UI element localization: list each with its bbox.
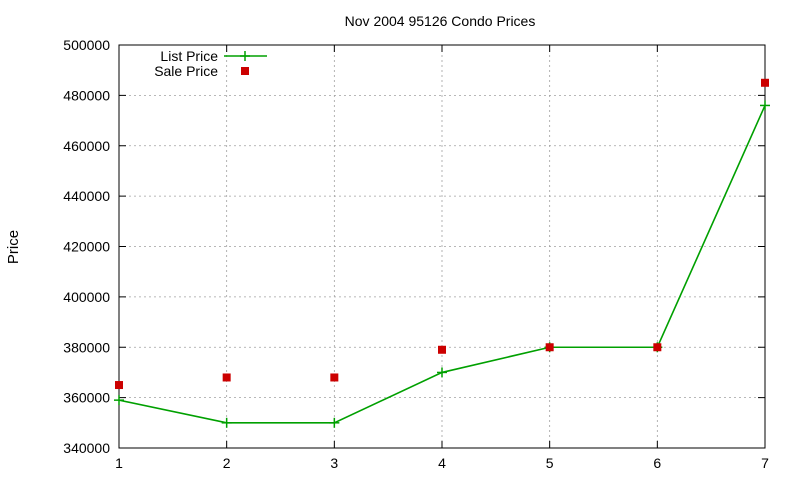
sale-price-point: [222, 373, 231, 382]
sale-price-point: [115, 381, 123, 390]
list-price-point: [760, 100, 770, 111]
sale-price-point: [545, 343, 554, 352]
x-tick-label: 7: [761, 455, 769, 471]
sale-price-point: [330, 373, 339, 382]
y-tick-label: 500000: [63, 37, 110, 53]
legend-marker-sale-price: [241, 67, 249, 75]
y-axis-label: Price: [5, 230, 22, 264]
y-tick-label: 440000: [63, 188, 110, 204]
legend-label-sale-price: Sale Price: [154, 63, 218, 79]
y-tick-label: 360000: [63, 390, 110, 406]
list-price-point: [437, 367, 447, 378]
x-tick-label: 4: [438, 455, 446, 471]
axis-ticks: 340000 360000 380000 400000 420000 440000 4600…: [63, 37, 769, 471]
y-tick-label: 460000: [63, 138, 110, 154]
y-tick-label: 420000: [63, 239, 110, 255]
sale-price-point: [438, 345, 446, 354]
x-tick-label: 2: [223, 455, 231, 471]
list-price-point: [221, 417, 232, 428]
legend-label-list-price: List Price: [160, 48, 218, 64]
sale-price-point: [761, 78, 769, 87]
series: [114, 78, 770, 428]
sale-price-point: [653, 343, 662, 352]
list-price-point: [329, 417, 340, 428]
grid: [119, 45, 765, 448]
y-tick-label: 380000: [63, 339, 110, 355]
list-price-point: [114, 395, 124, 406]
y-tick-label: 340000: [63, 440, 110, 456]
y-tick-label: 400000: [63, 289, 110, 305]
chart-title: Nov 2004 95126 Condo Prices: [345, 13, 536, 29]
x-tick-label: 1: [115, 455, 123, 471]
x-tick-label: 6: [653, 455, 661, 471]
x-tick-label: 3: [330, 455, 338, 471]
y-tick-label: 480000: [63, 87, 110, 103]
legend-marker-list-price: [240, 51, 250, 61]
x-tick-label: 5: [546, 455, 554, 471]
